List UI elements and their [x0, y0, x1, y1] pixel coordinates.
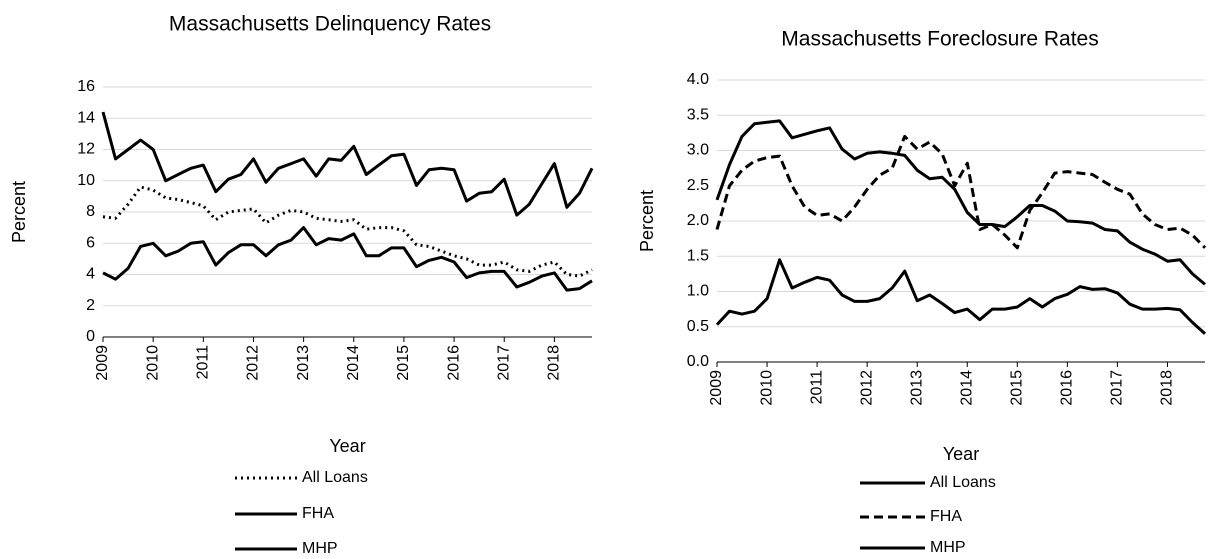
y-tick-label: 10	[77, 172, 95, 189]
y-tick-label: 2.0	[687, 212, 709, 229]
x-tick-label: 2015	[1009, 370, 1026, 406]
series-line	[102, 226, 593, 292]
x-tick-label: 2009	[708, 370, 725, 406]
legend-label: FHA	[930, 508, 962, 525]
y-axis-title: Percent	[637, 190, 657, 252]
x-tick-label: 2012	[858, 370, 875, 406]
x-tick-label: 2018	[546, 345, 563, 381]
x-tick-label: 2014	[345, 345, 362, 381]
y-tick-label: 1.0	[687, 283, 709, 300]
legend-label: All Loans	[302, 469, 368, 486]
x-tick-label: 2013	[908, 370, 925, 406]
series-line	[102, 185, 593, 278]
series-line	[715, 119, 1206, 286]
y-tick-label: 8	[86, 203, 95, 220]
y-axis-title: Percent	[9, 181, 29, 243]
y-tick-label: 1.5	[687, 247, 709, 264]
y-tick-label: 4.0	[687, 71, 709, 88]
x-tick-label: 2011	[195, 345, 212, 380]
x-tick-label: 2009	[94, 345, 111, 381]
y-tick-label: 2.5	[687, 177, 709, 194]
y-tick-label: 4	[86, 266, 95, 283]
x-tick-label: 2013	[295, 345, 312, 381]
x-axis-title: Year	[329, 436, 365, 456]
legend-label: All Loans	[930, 474, 996, 491]
x-tick-label: 2017	[1109, 370, 1126, 406]
y-tick-label: 12	[77, 141, 95, 158]
x-tick-label: 2011	[808, 370, 825, 405]
chart-title: Massachusetts Foreclosure Rates	[781, 28, 1098, 51]
x-tick-label: 2014	[958, 370, 975, 406]
chart-title: Massachusetts Delinquency Rates	[169, 13, 491, 36]
y-tick-label: 0	[86, 328, 95, 345]
y-tick-label: 16	[77, 78, 95, 95]
x-tick-label: 2017	[495, 345, 512, 381]
x-axis-title: Year	[943, 444, 979, 464]
x-tick-label: 2016	[1059, 370, 1076, 406]
y-tick-label: 0.0	[687, 353, 709, 370]
x-tick-label: 2010	[144, 345, 161, 381]
x-tick-label: 2016	[445, 345, 462, 381]
legend-label: FHA	[302, 505, 334, 522]
series-line	[715, 134, 1207, 250]
x-tick-label: 2012	[245, 345, 262, 381]
series-line	[101, 111, 594, 217]
y-tick-label: 6	[86, 234, 95, 251]
x-tick-label: 2010	[758, 370, 775, 406]
y-tick-label: 0.5	[687, 318, 709, 335]
y-tick-label: 14	[77, 109, 95, 126]
y-tick-label: 2	[86, 297, 95, 314]
x-tick-label: 2018	[1159, 370, 1176, 406]
legend-label: MHP	[930, 539, 966, 556]
y-tick-label: 3.0	[687, 142, 709, 159]
y-tick-label: 3.5	[687, 106, 709, 123]
legend-label: MHP	[302, 540, 338, 557]
x-tick-label: 2015	[395, 345, 412, 381]
series-line	[715, 258, 1207, 335]
